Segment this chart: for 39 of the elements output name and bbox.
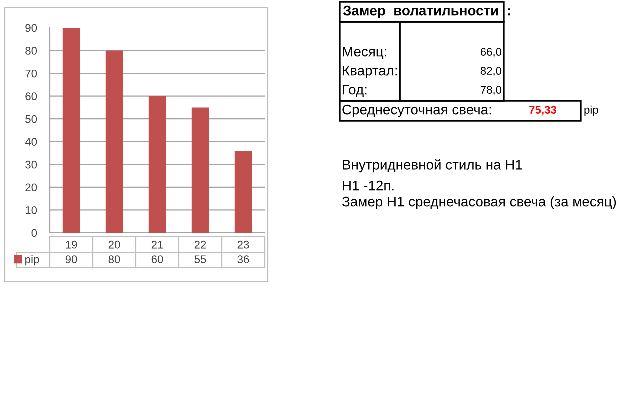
data-label: 90: [66, 256, 78, 264]
text: Месяц:: [343, 47, 386, 60]
y-tick-label: 10: [26, 206, 38, 214]
text: 82,0: [480, 67, 502, 76]
bar: [234, 151, 252, 233]
data-label: 80: [108, 256, 120, 264]
text: Замер H1 среднечасовая свеча (за месяц): [342, 196, 616, 210]
text: Среднесуточная свеча:: [342, 104, 492, 118]
data-label: 55: [194, 256, 206, 264]
text: 75,33: [530, 106, 556, 116]
text: 78,0: [480, 86, 502, 96]
y-tick-label: 30: [26, 160, 38, 169]
legend-label: pip: [26, 255, 40, 266]
text: Внутридневной стиль на H1: [343, 159, 522, 173]
bar: [106, 50, 124, 233]
text: Год:: [343, 85, 367, 98]
data-label: 60: [152, 256, 164, 264]
text: H1 -12п.: [343, 180, 394, 191]
y-tick-label: 90: [26, 24, 38, 32]
bar: [62, 28, 80, 233]
bar: [148, 96, 166, 233]
x-tick-label: 21: [152, 240, 164, 249]
x-tick-label: 20: [108, 240, 120, 249]
y-tick-label: 40: [25, 138, 38, 146]
y-tick-label: 70: [26, 70, 38, 78]
y-tick-label: 80: [26, 47, 38, 55]
y-tick-label: 0: [32, 229, 38, 238]
y-tick-label: 20: [26, 184, 38, 192]
y-tick-label: 50: [26, 115, 38, 124]
bar: [192, 108, 210, 233]
x-tick-label: 22: [194, 240, 206, 249]
text: Квартал:: [343, 66, 398, 78]
x-tick-label: 23: [238, 240, 250, 249]
data-label: 36: [238, 256, 250, 264]
x-tick-label: 19: [66, 240, 78, 249]
text: pip: [584, 106, 598, 116]
text: Замер волатильности :: [343, 6, 510, 18]
text: 66,0: [480, 48, 502, 58]
y-tick-label: 60: [26, 92, 38, 100]
